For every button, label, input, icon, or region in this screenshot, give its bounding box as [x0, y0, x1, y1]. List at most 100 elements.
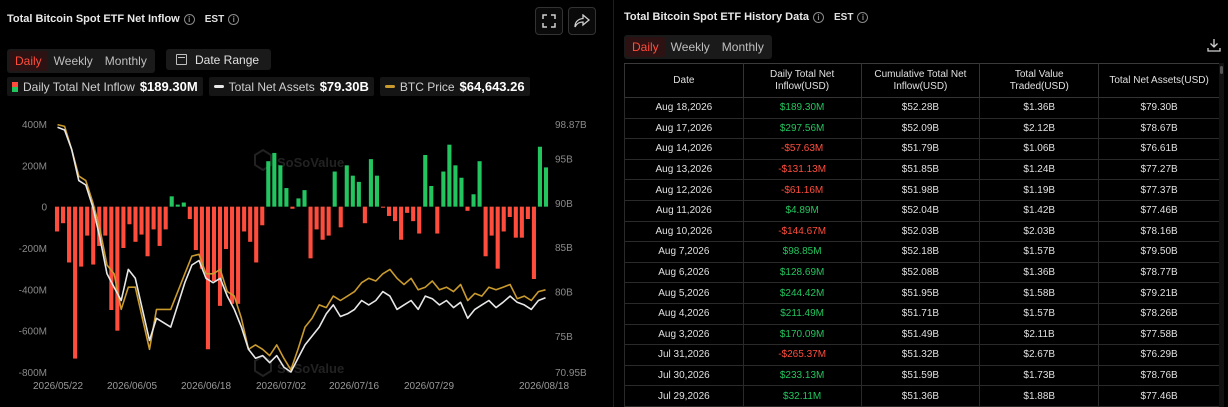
y-right-tick-label: 85B [555, 243, 573, 254]
y-axis-left: 400M 200M 0 -200M -400M -600M -800M [19, 120, 48, 379]
inflow-bar [320, 206, 325, 240]
x-axis: 2026/05/22 2026/06/05 2026/06/18 2026/07/02… [33, 381, 569, 392]
table-row[interactable]: Aug 10,2026 -$144.67M $52.03B $2.03B $78.16B [624, 220, 1220, 243]
table-row[interactable]: Aug 17,2026 $297.56M $52.09B $2.12B $78.67B [624, 117, 1220, 140]
cell-daily-inflow: -$131.13M [742, 158, 862, 181]
timezone-info-icon[interactable]: i [857, 11, 869, 23]
cell-value-traded: $2.12B [979, 117, 1100, 140]
x-tick-label: 2026/05/22 [33, 381, 83, 392]
inflow-bar [260, 206, 265, 226]
y-axis-right: 98.87B 95B 90B 85B 80B 75B 70.95B [555, 120, 587, 379]
inflow-bar [217, 206, 223, 306]
cell-date: Aug 4,2026 [624, 302, 744, 325]
scrollbar-thumb[interactable] [1220, 66, 1223, 74]
tab-weekly[interactable]: Weekly [53, 54, 93, 68]
col-daily-net-inflow[interactable]: Daily Total Net Inflow(USD) [742, 63, 862, 98]
tab-monthly[interactable]: Monthly [104, 54, 147, 68]
cell-daily-inflow: $297.56M [742, 117, 862, 140]
panel-divider [613, 0, 614, 407]
table-row[interactable]: Aug 13,2026 -$131.13M $51.85B $1.24B $77.27B [624, 158, 1220, 181]
y-left-tick-label: 400M [22, 120, 47, 131]
tab-daily[interactable]: Daily [626, 37, 665, 57]
inflow-bar [169, 196, 174, 207]
fullscreen-button[interactable] [535, 7, 563, 35]
tab-monthly[interactable]: Monthly [721, 40, 764, 54]
inflow-bar [67, 206, 72, 263]
cell-net-assets: $79.21B [1098, 282, 1220, 304]
tab-daily[interactable]: Daily [9, 51, 48, 71]
inflow-bar [230, 206, 235, 304]
col-value-traded[interactable]: Total Value Traded(USD) [979, 63, 1100, 98]
tab-weekly[interactable]: Weekly [670, 40, 710, 54]
legend-net-inflow[interactable]: Daily Total Net Inflow $189.30M [7, 77, 203, 96]
inflow-bar [302, 190, 307, 207]
inflow-bar [489, 206, 494, 236]
inflow-bar [405, 206, 410, 213]
y-left-tick-label: -800M [19, 368, 47, 379]
inflow-bar [380, 206, 386, 208]
table-row[interactable]: Aug 18,2026 $189.30M $52.28B $1.36B $79.30B [624, 97, 1220, 119]
table-row[interactable]: Aug 5,2026 $244.42M $51.95B $1.58B $79.21B [624, 282, 1220, 304]
inflow-bar [332, 171, 337, 207]
table-row[interactable]: Aug 14,2026 -$57.63M $51.79B $1.06B $76.61B [624, 138, 1220, 160]
inflow-bar [193, 206, 198, 251]
date-range-label: Date Range [195, 52, 260, 67]
table-row[interactable]: Aug 4,2026 $211.49M $51.71B $1.57B $78.26B [624, 302, 1220, 325]
x-tick-label: 2026/07/29 [404, 381, 454, 392]
cell-value-traded: $1.58B [979, 282, 1100, 304]
y-left-tick-label: -200M [19, 244, 47, 255]
inflow-bar [91, 206, 96, 265]
cell-net-assets: $78.26B [1098, 302, 1220, 325]
table-row[interactable]: Aug 6,2026 $128.69M $52.08B $1.36B $78.77B [624, 261, 1220, 284]
legend-net-assets[interactable]: Total Net Assets $79.30B [208, 77, 374, 96]
date-range-button[interactable]: Date Range [166, 49, 272, 70]
cell-date: Aug 11,2026 [624, 199, 744, 222]
table-row[interactable]: Aug 11,2026 $4.89M $52.04B $1.42B $77.46B [624, 199, 1220, 222]
inflow-bar [314, 206, 319, 230]
cell-value-traded: $1.19B [979, 179, 1100, 201]
cell-value-traded: $1.36B [979, 261, 1100, 284]
inflow-bar [199, 206, 204, 269]
y-left-tick-label: 0 [41, 203, 47, 214]
inflow-bar [471, 194, 476, 207]
btc-price-swatch-icon [384, 85, 395, 88]
legend-btc-price[interactable]: BTC Price $64,643.26 [379, 77, 530, 96]
watermark-logo: SoSoValue [254, 148, 344, 172]
table-row[interactable]: Jul 29,2026 $32.11M $51.36B $1.88B $77.46B [624, 385, 1220, 407]
inflow-bar [181, 202, 186, 207]
inflow-bar [435, 206, 440, 234]
cell-value-traded: $1.57B [979, 302, 1100, 325]
inflow-bar [429, 186, 434, 207]
cell-date: Aug 5,2026 [624, 282, 744, 304]
cell-cumulative: $52.09B [860, 117, 981, 140]
table-row[interactable]: Aug 12,2026 -$61.16M $51.98B $1.19B $77.37B [624, 179, 1220, 201]
download-icon[interactable] [1207, 38, 1221, 52]
cell-cumulative: $51.85B [860, 158, 981, 181]
table-row[interactable]: Aug 7,2026 $98.85M $52.18B $1.57B $79.50B [624, 241, 1220, 263]
col-net-assets[interactable]: Total Net Assets(USD) [1098, 63, 1220, 98]
inflow-bar [175, 204, 180, 207]
cell-date: Aug 12,2026 [624, 179, 744, 201]
inflow-bar [477, 161, 482, 207]
info-icon[interactable]: i [812, 11, 824, 23]
inflow-bar [453, 165, 458, 207]
table-row[interactable]: Aug 3,2026 $170.09M $51.49B $2.11B $77.58B [624, 323, 1220, 346]
table-row[interactable]: Jul 30,2026 $233.13M $51.59B $1.73B $78.76B [624, 364, 1220, 387]
history-title: Total Bitcoin Spot ETF History Data i ES… [624, 11, 869, 23]
inflow-bar [525, 206, 530, 220]
info-icon[interactable]: i [183, 13, 195, 25]
timezone-info-icon[interactable]: i [228, 13, 240, 25]
table-scrollbar[interactable] [1219, 63, 1224, 407]
cell-value-traded: $1.42B [979, 199, 1100, 222]
table-row[interactable]: Jul 31,2026 -$265.37M $51.32B $2.67B $76.29B [624, 344, 1220, 366]
cell-net-assets: $77.37B [1098, 179, 1220, 201]
inflow-bar [73, 206, 78, 359]
share-button[interactable] [568, 7, 596, 35]
watermark-logo-icon [254, 148, 272, 172]
col-date[interactable]: Date [624, 63, 744, 98]
cell-cumulative: $51.95B [860, 282, 981, 304]
inflow-bar [411, 206, 416, 222]
cell-daily-inflow: -$57.63M [742, 138, 862, 160]
inflow-bar [338, 206, 343, 228]
col-cumulative-inflow[interactable]: Cumulative Total Net Inflow(USD) [860, 63, 981, 98]
